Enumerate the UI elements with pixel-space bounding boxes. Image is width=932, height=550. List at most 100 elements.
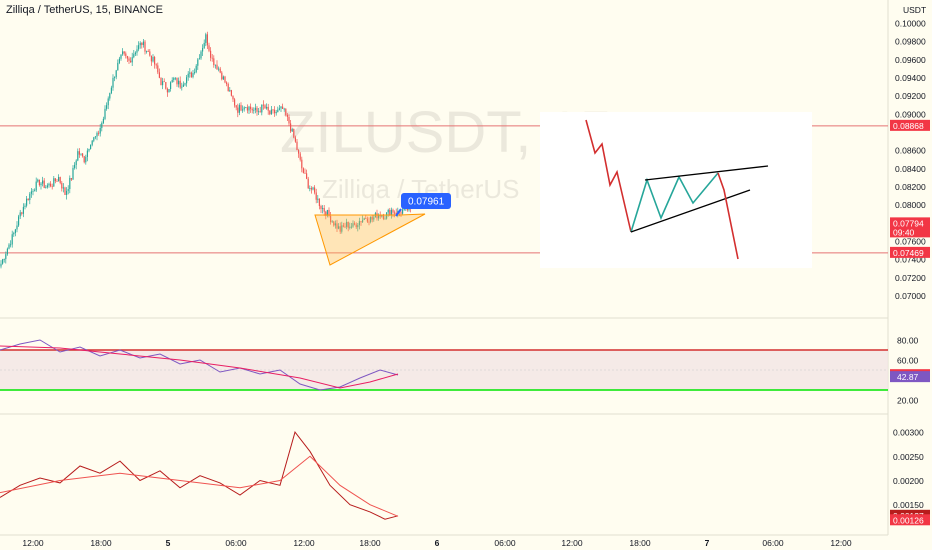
candles	[0, 31, 412, 269]
atr-axis-tick: 0.00250	[893, 452, 924, 462]
candle-body	[371, 216, 373, 220]
candle-body	[344, 226, 346, 228]
price-label-value: 0.07469	[893, 248, 924, 258]
atr-axis-tick: 0.00150	[893, 500, 924, 510]
candle-body	[42, 180, 44, 184]
candle-body	[278, 108, 280, 110]
time-axis-tick: 18:00	[90, 538, 112, 548]
candle-body	[54, 178, 56, 182]
candle-body	[274, 109, 276, 114]
candle-body	[53, 178, 55, 187]
candle-body	[195, 65, 197, 73]
candle-body	[141, 42, 143, 45]
candle-body	[34, 190, 36, 192]
candle-body	[200, 51, 202, 59]
candle-body	[133, 54, 135, 58]
candle-body	[107, 98, 109, 106]
candle-body	[77, 151, 79, 161]
candle-body	[82, 153, 84, 157]
candle-body	[75, 160, 77, 165]
candle-body	[363, 218, 365, 220]
atr-value-label-bg	[890, 514, 930, 526]
price-axis-tick: 0.09400	[895, 73, 926, 83]
candle-body	[384, 218, 386, 220]
candle-body	[178, 80, 180, 85]
candle-body	[45, 187, 47, 188]
candle-body	[360, 221, 362, 223]
candle-body	[267, 106, 269, 111]
candle-body	[224, 76, 226, 83]
candle-body	[269, 110, 271, 115]
candle-body	[240, 105, 242, 111]
candle-body	[262, 104, 264, 106]
rsi-axis-tick: 60.00	[897, 356, 919, 366]
time-axis-tick: 12:00	[22, 538, 44, 548]
candle-body	[48, 183, 50, 186]
candle-body	[3, 259, 5, 260]
candle-body	[250, 106, 252, 109]
candle-body	[56, 181, 58, 182]
candle-body	[154, 56, 156, 65]
candle-body	[173, 78, 175, 81]
candle-body	[96, 132, 98, 137]
candle-body	[251, 108, 253, 111]
candle-body	[259, 111, 261, 113]
candle-body	[333, 221, 335, 226]
atr-ma-line	[0, 455, 399, 517]
candle-body	[123, 51, 125, 54]
candle-body	[282, 106, 284, 109]
candle-body	[184, 83, 186, 85]
atr-value-label: 0.00126	[893, 515, 924, 525]
candle-body	[210, 50, 212, 58]
candle-body	[27, 198, 29, 200]
candle-body	[290, 123, 292, 132]
candle-body	[147, 51, 149, 52]
candle-body	[331, 221, 333, 223]
candle-body	[370, 216, 372, 222]
candle-body	[318, 198, 320, 207]
candle-body	[373, 217, 375, 220]
rsi-line	[0, 339, 399, 391]
candle-body	[11, 234, 13, 245]
candle-body	[330, 215, 332, 223]
candle-body	[237, 107, 239, 113]
candle-body	[238, 105, 240, 113]
candle-body	[62, 187, 64, 189]
candle-body	[288, 116, 290, 124]
candle-body	[341, 225, 343, 232]
candle-body	[354, 223, 356, 225]
candle-body	[326, 209, 328, 216]
candle-body	[322, 208, 324, 209]
price-axis-tick: 0.07000	[895, 291, 926, 301]
candle-body	[32, 190, 34, 192]
candle-body	[98, 132, 100, 134]
inset-prior-trend	[585, 119, 632, 233]
candle-body	[51, 186, 53, 188]
time-axis-tick: 06:00	[762, 538, 784, 548]
candle-body	[70, 178, 72, 180]
price-axis-tick: 0.08200	[895, 182, 926, 192]
candle-body	[323, 208, 325, 212]
time-axis-tick: 12:00	[830, 538, 852, 548]
candle-body	[325, 211, 327, 216]
rsi-axis-tick: 20.00	[897, 396, 919, 406]
time-axis-tick: 18:00	[629, 538, 651, 548]
candle-body	[256, 107, 258, 112]
candle-body	[6, 248, 8, 255]
candle-body	[94, 136, 96, 138]
candle-body	[110, 87, 112, 94]
time-axis-tick: 06:00	[225, 538, 247, 548]
candle-body	[208, 45, 210, 51]
candle-body	[306, 173, 308, 179]
candle-body	[152, 56, 154, 62]
candle-body	[203, 42, 205, 48]
candle-body	[64, 187, 66, 195]
price-axis-tick: 0.08600	[895, 146, 926, 156]
candle-body	[285, 108, 287, 116]
candle-body	[286, 115, 288, 117]
atr-line	[0, 431, 399, 520]
candle-body	[109, 93, 111, 99]
pattern-label-bg	[401, 193, 451, 209]
candle-body	[59, 177, 61, 183]
candle-body	[35, 181, 37, 191]
